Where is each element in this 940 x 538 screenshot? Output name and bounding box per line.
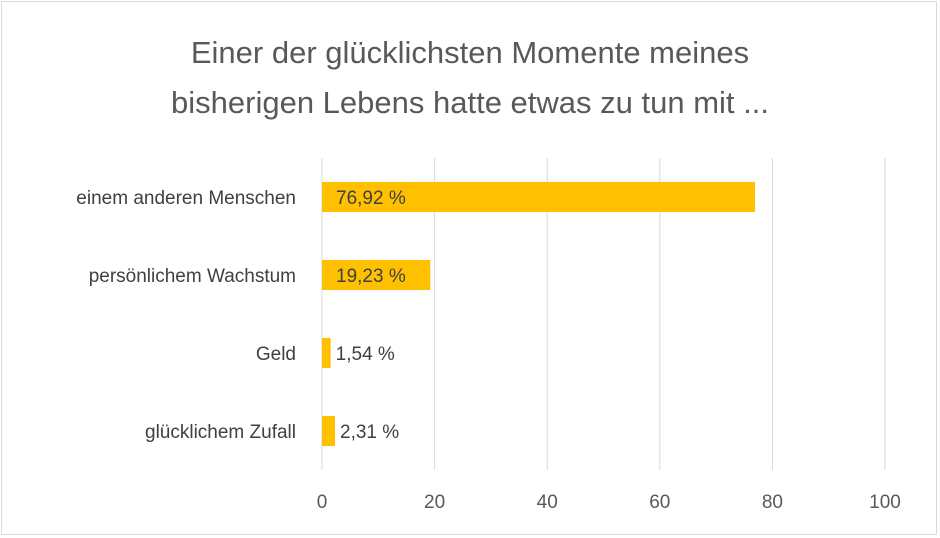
x-tick-label: 40: [537, 492, 558, 513]
x-tick-label: 60: [649, 492, 670, 513]
data-label: 76,92 %: [336, 188, 406, 209]
chart-title: Einer der glücklichsten Momente meines b…: [2, 28, 938, 128]
bar: [322, 182, 756, 212]
data-label: 19,23 %: [336, 266, 406, 287]
x-tick-label: 0: [317, 492, 328, 513]
category-label: persönlichem Wachstum: [89, 266, 296, 287]
bar: [322, 416, 336, 446]
data-label: 1,54 %: [336, 344, 395, 365]
bar: [322, 338, 331, 368]
chart-title-line-1: Einer der glücklichsten Momente meines: [190, 35, 750, 70]
data-label: 2,31 %: [340, 422, 399, 443]
category-label: Geld: [256, 344, 296, 365]
category-label: einem anderen Menschen: [76, 188, 296, 209]
x-tick-label: 80: [762, 492, 783, 513]
x-tick-label: 20: [424, 492, 445, 513]
x-tick-label: 100: [869, 492, 901, 513]
bar: [322, 260, 431, 290]
category-label: glücklichem Zufall: [145, 422, 296, 443]
chart-title-line-2: bisherigen Lebens hatte etwas zu tun mit…: [171, 85, 769, 120]
